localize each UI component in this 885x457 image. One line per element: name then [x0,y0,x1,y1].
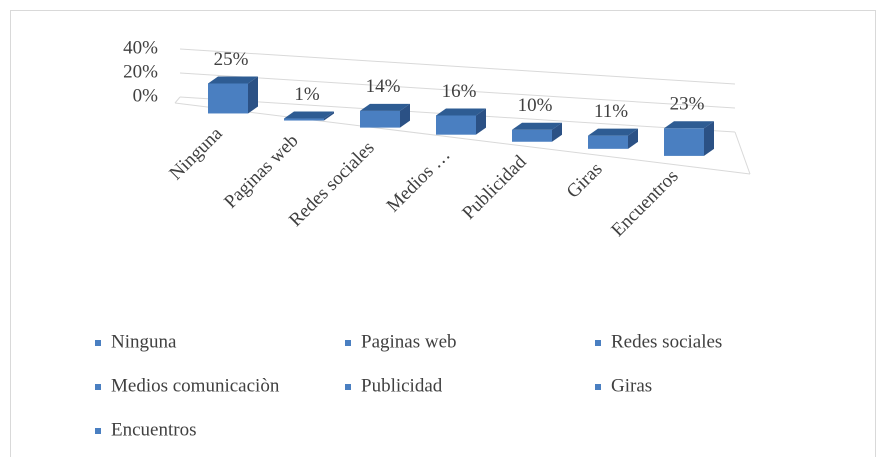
y-tick-label: 20% [123,61,158,82]
bar-top [208,76,258,84]
legend-label: Medios comunicaciòn [111,375,280,396]
data-label: 1% [294,84,320,105]
legend-swatch [345,340,351,346]
legend-label: Ninguna [111,331,177,352]
bar-top [284,111,334,119]
grid-line [179,48,736,85]
bar-side [248,76,258,114]
grid-line [179,72,736,109]
chart-border [10,10,876,457]
bar-top [664,121,714,129]
legend-swatch [345,384,351,390]
bar-front [208,83,248,114]
legend-label: Encuentros [111,419,196,440]
bar [208,76,258,114]
floor-edge [734,131,751,175]
bar-front [436,115,476,135]
bar [360,103,410,128]
bar [512,122,562,142]
legend-label: Publicidad [361,375,443,396]
bar-side [704,121,714,156]
data-label: 25% [214,49,249,70]
legend-swatch [95,384,101,390]
data-label: 23% [670,94,705,115]
y-tick-label: 40% [123,37,158,58]
legend-swatch [95,340,101,346]
legend-label: Paginas web [361,331,457,352]
data-label: 11% [594,101,628,122]
bar [664,121,714,156]
legend-swatch [595,384,601,390]
bar-front [284,118,324,121]
bar [436,108,486,135]
bar-side [552,122,562,142]
bar-side [400,103,410,128]
bar-side [476,108,486,135]
legend-swatch [95,428,101,434]
legend-label: Giras [611,375,652,396]
bar-side [628,128,638,149]
bar-top [360,103,410,111]
bar [588,128,638,149]
bar-front [360,110,400,128]
bar-front [664,128,704,156]
y-tick-label: 0% [133,85,159,106]
bar-front [588,135,628,149]
bar-top [436,108,486,116]
legend-swatch [595,340,601,346]
bar-top [512,122,562,130]
legend-label: Redes sociales [611,331,722,352]
bar-front [512,129,552,142]
bar [284,111,334,121]
floor-edge [174,96,181,104]
data-label: 16% [442,81,477,102]
bar-side [324,111,334,121]
data-label: 10% [518,95,553,116]
floor-edge [174,102,751,175]
bar-top [588,128,638,136]
data-label: 14% [366,76,401,97]
